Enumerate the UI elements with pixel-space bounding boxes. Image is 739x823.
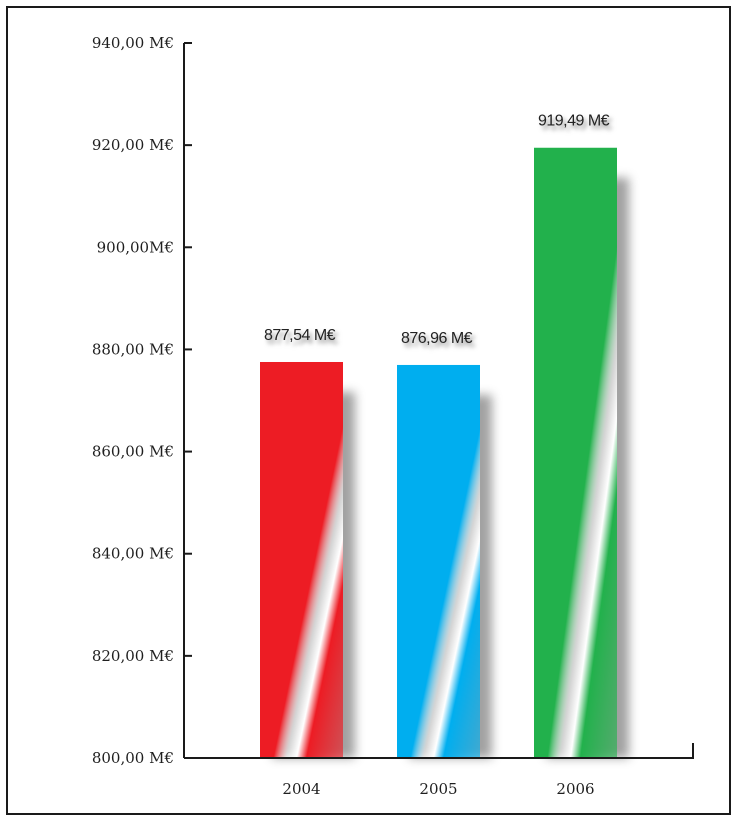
x-category-label: 2006 [556,780,594,798]
bar-2006 [534,147,617,758]
data-label-shadow: 877,54 M€ [267,331,339,348]
bar-2004 [260,361,343,758]
x-category-label: 2005 [419,780,457,798]
bar-2005 [397,364,480,758]
y-tick-label: 900,00M€ [97,238,174,256]
y-tick-label: 940,00 M€ [92,34,174,52]
axes [183,43,694,759]
y-tick-label: 800,00 M€ [92,749,174,767]
x-category-label: 2004 [282,780,320,798]
data-label: 876,96 M€ [401,330,473,347]
y-tick-label: 820,00 M€ [92,647,174,665]
data-labels: 877,54 M€877,54 M€ 876,96 M€876,96 M€ 919,… [264,113,613,351]
y-ticks: 800,00 M€ 820,00 M€ 840,00 M€ 860,00 M€ 880,… [92,34,192,767]
y-tick-label: 880,00 M€ [92,340,174,358]
data-label: 919,49 M€ [538,113,610,130]
y-tick-label: 860,00 M€ [92,443,174,461]
data-label-shadow: 876,96 M€ [404,334,476,351]
data-label: 877,54 M€ [264,327,336,344]
y-tick-label: 920,00 M€ [92,136,174,154]
data-label-shadow: 919,49 M€ [541,117,613,134]
bars [260,147,617,758]
y-tick-label: 840,00 M€ [92,545,174,563]
category-labels: 2004 2005 2006 [282,780,594,798]
